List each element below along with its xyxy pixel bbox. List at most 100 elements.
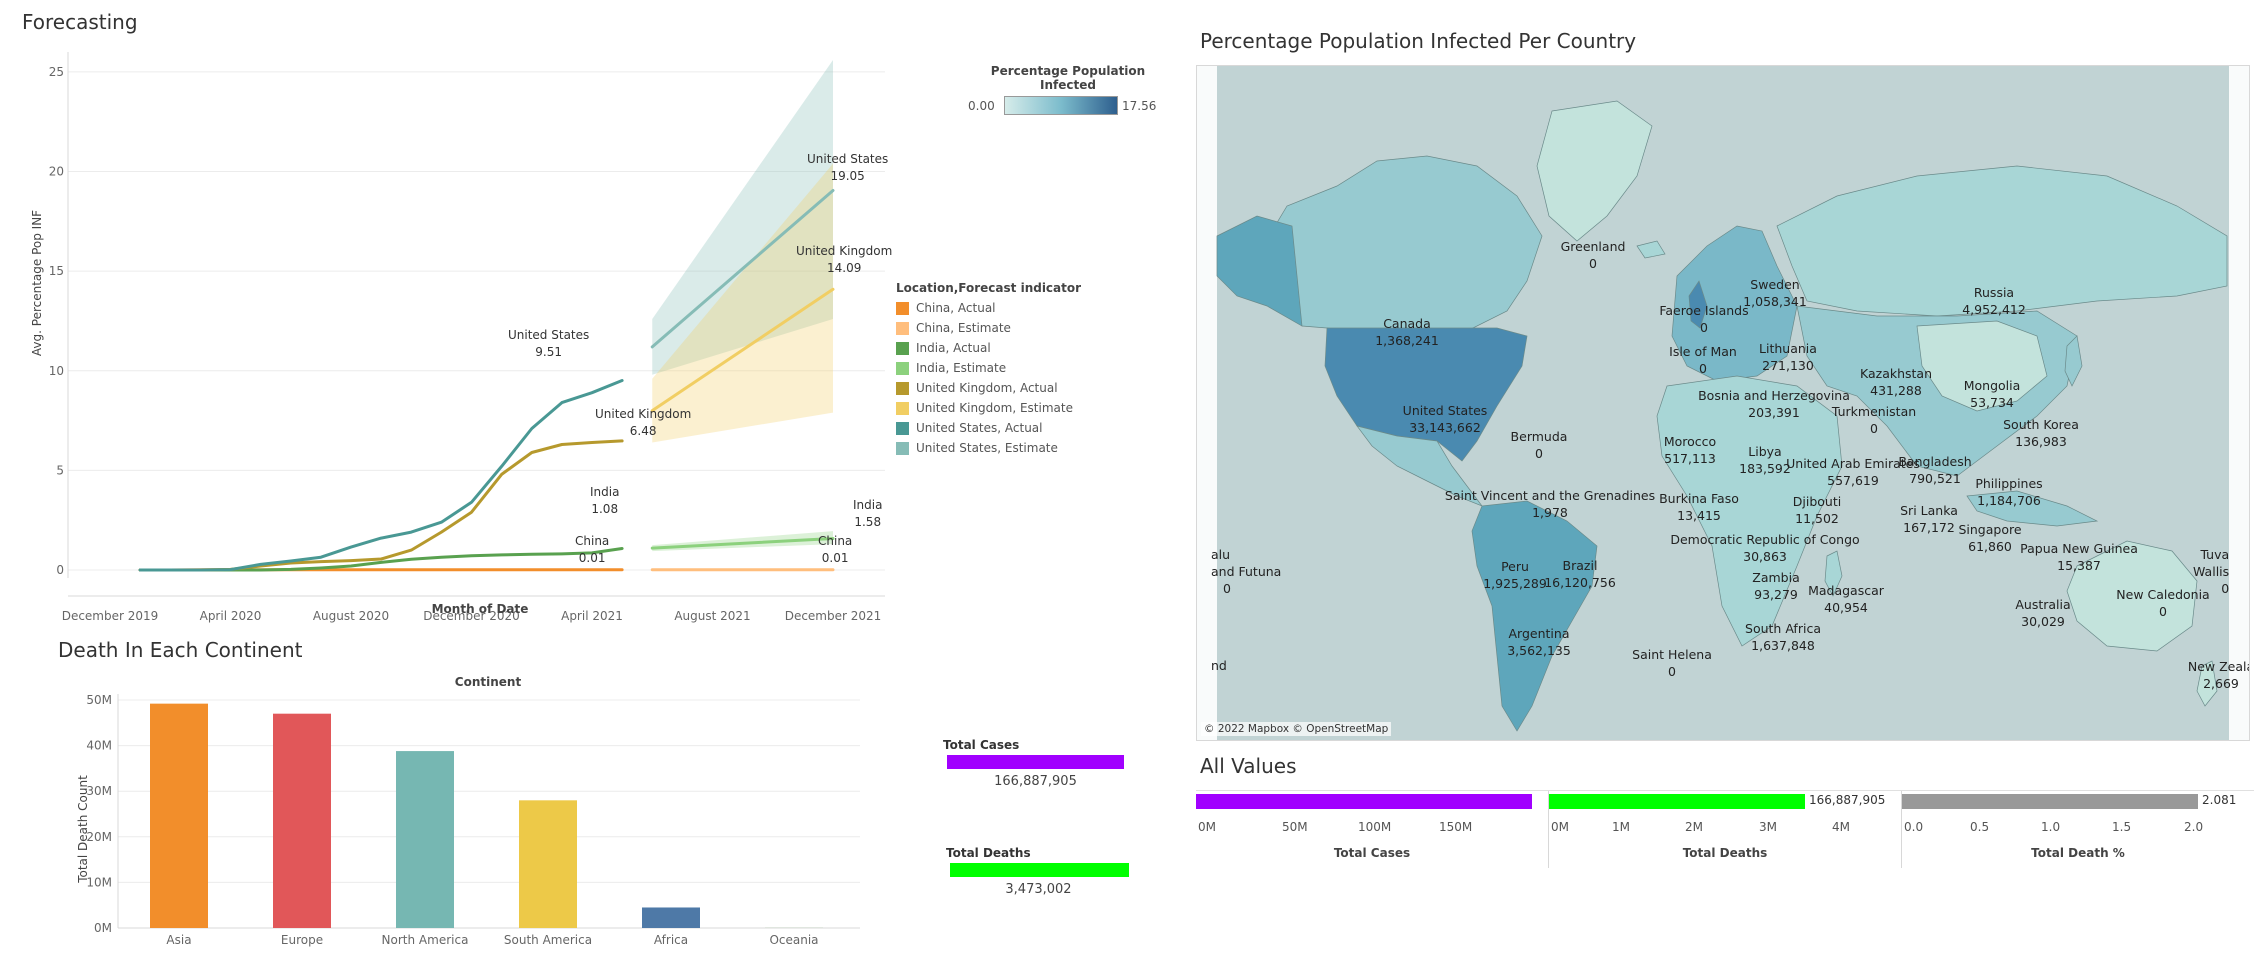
- y-tick-label: 20: [49, 165, 64, 179]
- legend-label: China, Estimate: [916, 321, 1011, 335]
- map-label-saint-helena: Saint Helena 0: [1632, 647, 1712, 679]
- pct-tick-2: 1.0: [2041, 820, 2061, 834]
- y-tick-label: 5: [56, 463, 64, 477]
- canada-shape: [1256, 155, 1543, 337]
- category-label: Europe: [281, 933, 323, 947]
- category-label: Asia: [166, 933, 191, 947]
- japan-shape: [2064, 335, 2083, 387]
- iceland-shape: [1636, 240, 1666, 259]
- legend-item[interactable]: India, Actual: [896, 338, 1081, 358]
- legend-item[interactable]: United Kingdom, Actual: [896, 378, 1081, 398]
- pct-value-label: 2.081: [2202, 793, 2237, 807]
- map-color-legend: Percentage Population Infected 0.00 17.5…: [968, 64, 1168, 115]
- annotation-india-actual: India 1.08: [590, 484, 619, 518]
- legend-item[interactable]: United States, Actual: [896, 418, 1081, 438]
- pct-tick-1: 0.5: [1970, 820, 1990, 834]
- all-values-pct-section: 2.081 0.0 0.5 1.0 1.5 2.0 Total Death %: [1902, 790, 2254, 868]
- pct-axis-title: Total Death %: [2031, 846, 2125, 860]
- map-label-djibouti: Djibouti 11,502: [1792, 494, 1842, 526]
- map-edge-label-left: alu and Futuna 0: [1211, 547, 1282, 596]
- kpi-cases-value: 166,887,905: [994, 774, 1077, 789]
- y-tick-label: 50M: [86, 693, 112, 707]
- map-label-south-africa: South Africa 1,637,848: [1745, 621, 1821, 653]
- map-label-peru: Peru 1,925,289: [1483, 559, 1547, 591]
- annotation-name: United States: [807, 152, 889, 166]
- legend-swatch: [896, 341, 909, 355]
- map-label-drc: Democratic Republic of Congo 30,863: [1670, 532, 1860, 564]
- kpi-total-deaths: Total Deaths 3,473,002: [946, 846, 1131, 897]
- legend-item[interactable]: India, Estimate: [896, 358, 1081, 378]
- deaths-axis-title: Total Deaths: [1682, 846, 1768, 860]
- bar-north-america: [396, 751, 454, 928]
- new-zealand-shape: [2196, 660, 2218, 707]
- deaths-title: Death In Each Continent: [58, 638, 303, 662]
- map-label-russia: Russia 4,952,412: [1962, 285, 2026, 317]
- category-label: Oceania: [769, 933, 818, 947]
- map-label-brazil: Brazil 16,120,756: [1544, 558, 1616, 590]
- map-label-isle-of-man: Isle of Man 0: [1669, 344, 1737, 376]
- all-values-top-border: [1196, 790, 2254, 791]
- x-tick-label: December 2019: [62, 609, 159, 623]
- deaths-chart[interactable]: 0M 10M 20M 30M 40M 50M Asia Europe North America…: [0, 690, 880, 966]
- x-tick-label: December 2020: [423, 609, 520, 623]
- legend-item[interactable]: United States, Estimate: [896, 438, 1081, 458]
- bar-asia: [150, 703, 208, 928]
- legend-label: United Kingdom, Actual: [916, 381, 1058, 395]
- forecast-line: [650, 188, 835, 349]
- europe-shape: [1671, 225, 1798, 382]
- map-label-lithuania: Lithuania 271,130: [1759, 341, 1817, 373]
- alaska-shape: [1216, 215, 1303, 327]
- map-edge-label-left-2: nd: [1211, 658, 1227, 673]
- annotation-china-actual: China 0.01: [575, 533, 609, 567]
- map-label-faeroe-islands: Faeroe Islands 0: [1659, 303, 1749, 335]
- y-tick-label: 40M: [86, 739, 112, 753]
- madagascar-shape: [1824, 550, 1843, 597]
- y-tick-label: 0: [56, 563, 64, 577]
- map-label-greenland: Greenland 0: [1560, 239, 1626, 271]
- map-label-united-states: United States 33,143,662: [1402, 403, 1488, 435]
- annotation-value: 0.01: [821, 551, 849, 565]
- legend-label: United States, Actual: [916, 421, 1043, 435]
- forecast-legend-title: Location,Forecast indicator: [896, 281, 1082, 295]
- map-container[interactable]: Greenland 0 Canada 1,368,241 United States…: [1196, 65, 2250, 741]
- cases-tick-0: 0M: [1198, 820, 1216, 834]
- annotation-value: 19.05: [830, 169, 865, 183]
- map-label-kazakhstan: Kazakhstan 431,288: [1859, 366, 1933, 398]
- legend-swatch: [896, 421, 909, 435]
- all-values-pct-bar[interactable]: [1902, 794, 2198, 809]
- cases-tick-2: 100M: [1358, 820, 1392, 834]
- all-values-cases-section: 0M 50M 100M 150M Total Cases: [1196, 790, 1549, 868]
- category-label: South America: [504, 933, 592, 947]
- legend-swatch: [896, 401, 909, 415]
- all-values-cases-bar[interactable]: [1196, 794, 1532, 809]
- map-legend-gradient: [1004, 96, 1118, 115]
- annotation-value: 0.01: [578, 551, 606, 565]
- legend-item[interactable]: China, Actual: [896, 298, 1081, 318]
- map-credit[interactable]: © 2022 Mapbox © OpenStreetMap: [1201, 722, 1392, 736]
- forecast-chart[interactable]: 0 5 10 15 20 25 December 2019 April 2020 August …: [0, 40, 900, 630]
- map-label-papua-new-guinea: Papua New Guinea 15,387: [2020, 541, 2138, 573]
- deaths-tick-3: 3M: [1759, 820, 1777, 834]
- x-tick-label: April 2021: [561, 609, 623, 623]
- cases-axis-title: Total Cases: [1333, 846, 1411, 860]
- legend-item[interactable]: United Kingdom, Estimate: [896, 398, 1081, 418]
- y-tick-label: 10: [49, 364, 64, 378]
- annotation-value: 14.09: [826, 261, 862, 275]
- deaths-tick-2: 2M: [1685, 820, 1703, 834]
- map-label-philippines: Philippines 1,184,706: [1975, 476, 2043, 508]
- forecast-band: [652, 163, 833, 443]
- all-values-deaths-bar[interactable]: [1549, 794, 1805, 809]
- china-shape: [1916, 320, 2048, 412]
- map-label-sweden: Sweden 1,058,341: [1743, 277, 1807, 309]
- legend-item[interactable]: China, Estimate: [896, 318, 1081, 338]
- map-land: [1197, 66, 2249, 740]
- annotation-china-estimate: China 0.01: [818, 533, 852, 567]
- map-label-madagascar: Madagascar 40,954: [1808, 583, 1884, 615]
- map-label-sri-lanka: Sri Lanka 167,172: [1900, 503, 1958, 535]
- deaths-value-label: 166,887,905: [1809, 793, 1886, 807]
- forecast-y-axis-title: Avg. Percentage Pop INF: [30, 209, 44, 357]
- annotation-us-estimate: United States 19.05: [807, 151, 888, 185]
- pct-tick-4: 2.0: [2184, 820, 2204, 834]
- legend-label: United States, Estimate: [916, 441, 1058, 455]
- deaths-x-header: Continent: [454, 675, 522, 689]
